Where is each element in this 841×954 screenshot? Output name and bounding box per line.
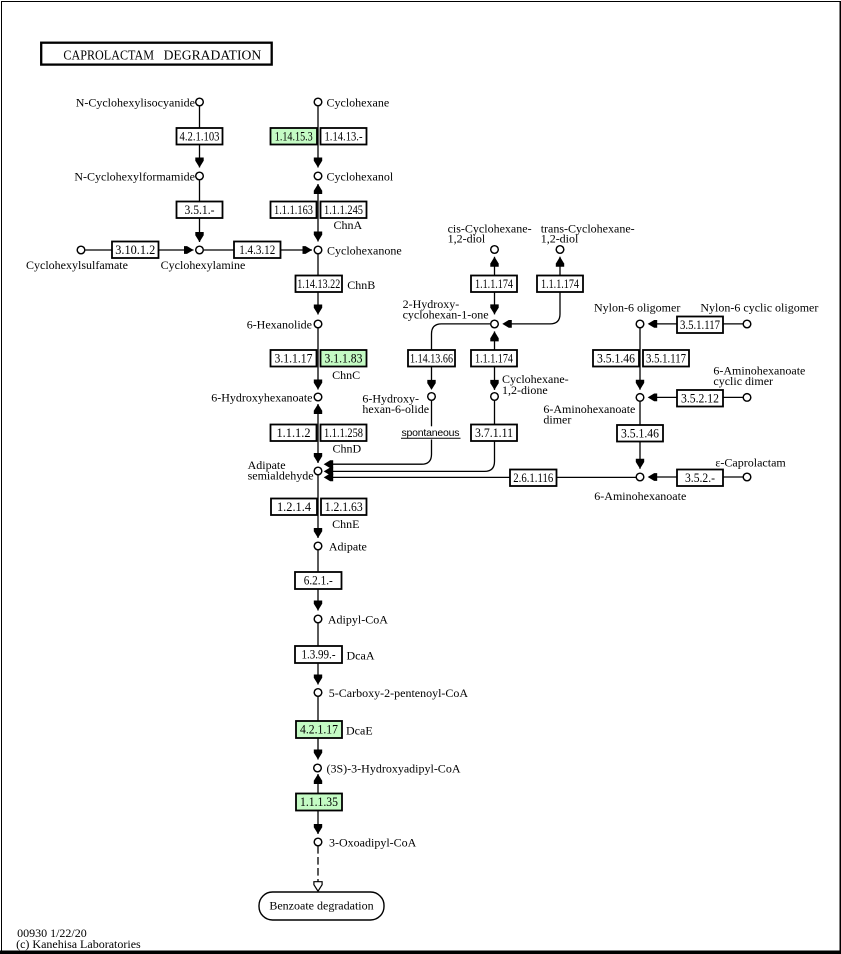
- svg-text:3.5.1.117: 3.5.1.117: [680, 317, 720, 332]
- svg-text:6-Aminohexanoate: 6-Aminohexanoate: [713, 364, 805, 378]
- svg-text:1.14.15.3: 1.14.15.3: [275, 128, 313, 143]
- svg-text:ChnD: ChnD: [333, 442, 362, 456]
- svg-text:1,2-dione: 1,2-dione: [502, 383, 548, 397]
- svg-text:1.2.1.63: 1.2.1.63: [325, 499, 363, 514]
- svg-text:Nylon-6 cyclic oligomer: Nylon-6 cyclic oligomer: [700, 301, 818, 315]
- svg-text:Benzoate degradation: Benzoate degradation: [269, 899, 373, 913]
- svg-text:Cyclohexylamine: Cyclohexylamine: [161, 258, 246, 272]
- svg-text:ChnA: ChnA: [334, 218, 363, 232]
- svg-text:Adipate: Adipate: [329, 539, 367, 553]
- svg-text:cis-Cyclohexane-: cis-Cyclohexane-: [448, 221, 532, 235]
- svg-text:6-Aminohexanoate: 6-Aminohexanoate: [594, 489, 686, 503]
- svg-text:3.7.1.11: 3.7.1.11: [475, 425, 513, 440]
- svg-text:3.1.1.17: 3.1.1.17: [275, 350, 313, 365]
- svg-text:2.6.1.116: 2.6.1.116: [513, 470, 553, 485]
- svg-text:hexan-6-olide: hexan-6-olide: [362, 402, 429, 416]
- svg-text:1.1.1.258: 1.1.1.258: [324, 425, 363, 440]
- svg-text:1.14.13.66: 1.14.13.66: [410, 350, 453, 365]
- svg-text:(3S)-3-Hydroxyadipyl-CoA: (3S)-3-Hydroxyadipyl-CoA: [327, 761, 461, 775]
- svg-text:6-Hexanolide: 6-Hexanolide: [247, 317, 312, 331]
- svg-text:DEGRADATION: DEGRADATION: [164, 49, 262, 64]
- svg-text:ChnC: ChnC: [332, 368, 360, 382]
- svg-text:cyclic dimer: cyclic dimer: [713, 374, 773, 388]
- svg-text:N-Cyclohexylisocyanide: N-Cyclohexylisocyanide: [76, 95, 195, 109]
- svg-text:1.1.1.245: 1.1.1.245: [324, 202, 363, 217]
- svg-text:3-Oxoadipyl-CoA: 3-Oxoadipyl-CoA: [329, 835, 417, 849]
- svg-text:CAPROLACTAM: CAPROLACTAM: [63, 49, 154, 64]
- svg-text:1.2.1.4: 1.2.1.4: [277, 499, 311, 514]
- svg-text:semialdehyde: semialdehyde: [248, 469, 314, 483]
- svg-text:1.1.1.163: 1.1.1.163: [274, 202, 313, 217]
- svg-text:DcaE: DcaE: [346, 724, 373, 738]
- svg-text:Nylon-6 oligomer: Nylon-6 oligomer: [594, 301, 680, 315]
- svg-text:ChnB: ChnB: [347, 278, 375, 292]
- svg-text:6-Hydroxy-: 6-Hydroxy-: [362, 391, 419, 405]
- svg-text:Adipyl-CoA: Adipyl-CoA: [328, 612, 388, 626]
- svg-text:4.2.1.103: 4.2.1.103: [180, 128, 220, 143]
- svg-text:00930 1/22/20: 00930 1/22/20: [17, 926, 87, 940]
- svg-text:3.5.2.12: 3.5.2.12: [681, 390, 719, 405]
- svg-text:1.4.3.12: 1.4.3.12: [239, 242, 275, 257]
- svg-text:3.5.1.117: 3.5.1.117: [646, 350, 686, 365]
- svg-text:N-Cyclohexylformamide: N-Cyclohexylformamide: [74, 169, 195, 183]
- svg-text:DcaA: DcaA: [347, 649, 375, 663]
- svg-text:spontaneous: spontaneous: [402, 427, 460, 439]
- svg-text:1.1.1.174: 1.1.1.174: [475, 350, 513, 365]
- svg-text:5-Carboxy-2-pentenoyl-CoA: 5-Carboxy-2-pentenoyl-CoA: [329, 686, 469, 700]
- svg-text:2-Hydroxy-: 2-Hydroxy-: [403, 297, 460, 311]
- svg-text:1,2-diol: 1,2-diol: [541, 232, 579, 246]
- svg-text:1.1.1.35: 1.1.1.35: [300, 794, 338, 809]
- svg-text:1.14.13.-: 1.14.13.-: [325, 128, 363, 143]
- svg-text:3.10.1.2: 3.10.1.2: [115, 242, 155, 257]
- svg-text:Adipate: Adipate: [248, 458, 286, 472]
- svg-text:Cyclohexane-: Cyclohexane-: [502, 372, 569, 386]
- svg-text:1.14.13.22: 1.14.13.22: [297, 276, 340, 291]
- svg-text:Cyclohexanol: Cyclohexanol: [327, 169, 394, 183]
- svg-text:ε-Caprolactam: ε-Caprolactam: [715, 456, 786, 470]
- svg-text:trans-Cyclohexane-: trans-Cyclohexane-: [541, 221, 635, 235]
- svg-text:3.5.1.-: 3.5.1.-: [185, 202, 215, 217]
- svg-text:Cyclohexanone: Cyclohexanone: [327, 243, 402, 257]
- svg-text:6.2.1.-: 6.2.1.-: [304, 573, 333, 588]
- svg-text:1,2-diol: 1,2-diol: [448, 232, 486, 246]
- svg-text:1.1.1.174: 1.1.1.174: [475, 276, 513, 291]
- svg-text:3.1.1.83: 3.1.1.83: [325, 350, 363, 365]
- svg-text:1.1.1.174: 1.1.1.174: [541, 276, 579, 291]
- svg-text:ChnE: ChnE: [332, 517, 359, 531]
- svg-text:4.2.1.17: 4.2.1.17: [300, 722, 338, 737]
- svg-text:3.5.2.-: 3.5.2.-: [685, 470, 715, 485]
- svg-text:3.5.1.46: 3.5.1.46: [597, 350, 635, 365]
- svg-text:dimer: dimer: [543, 413, 571, 427]
- svg-text:3.5.1.46: 3.5.1.46: [621, 425, 659, 440]
- svg-text:Cyclohexane: Cyclohexane: [327, 95, 390, 109]
- svg-text:Cyclohexylsulfamate: Cyclohexylsulfamate: [26, 258, 128, 272]
- svg-text:(c) Kanehisa Laboratories: (c) Kanehisa Laboratories: [16, 937, 141, 951]
- svg-text:cyclohexan-1-one: cyclohexan-1-one: [403, 308, 489, 322]
- svg-text:6-Aminohexanoate: 6-Aminohexanoate: [543, 402, 635, 416]
- svg-text:1.1.1.2: 1.1.1.2: [277, 425, 311, 440]
- svg-text:1.3.99.-: 1.3.99.-: [302, 647, 336, 662]
- svg-text:6-Hydroxyhexanoate: 6-Hydroxyhexanoate: [211, 390, 312, 404]
